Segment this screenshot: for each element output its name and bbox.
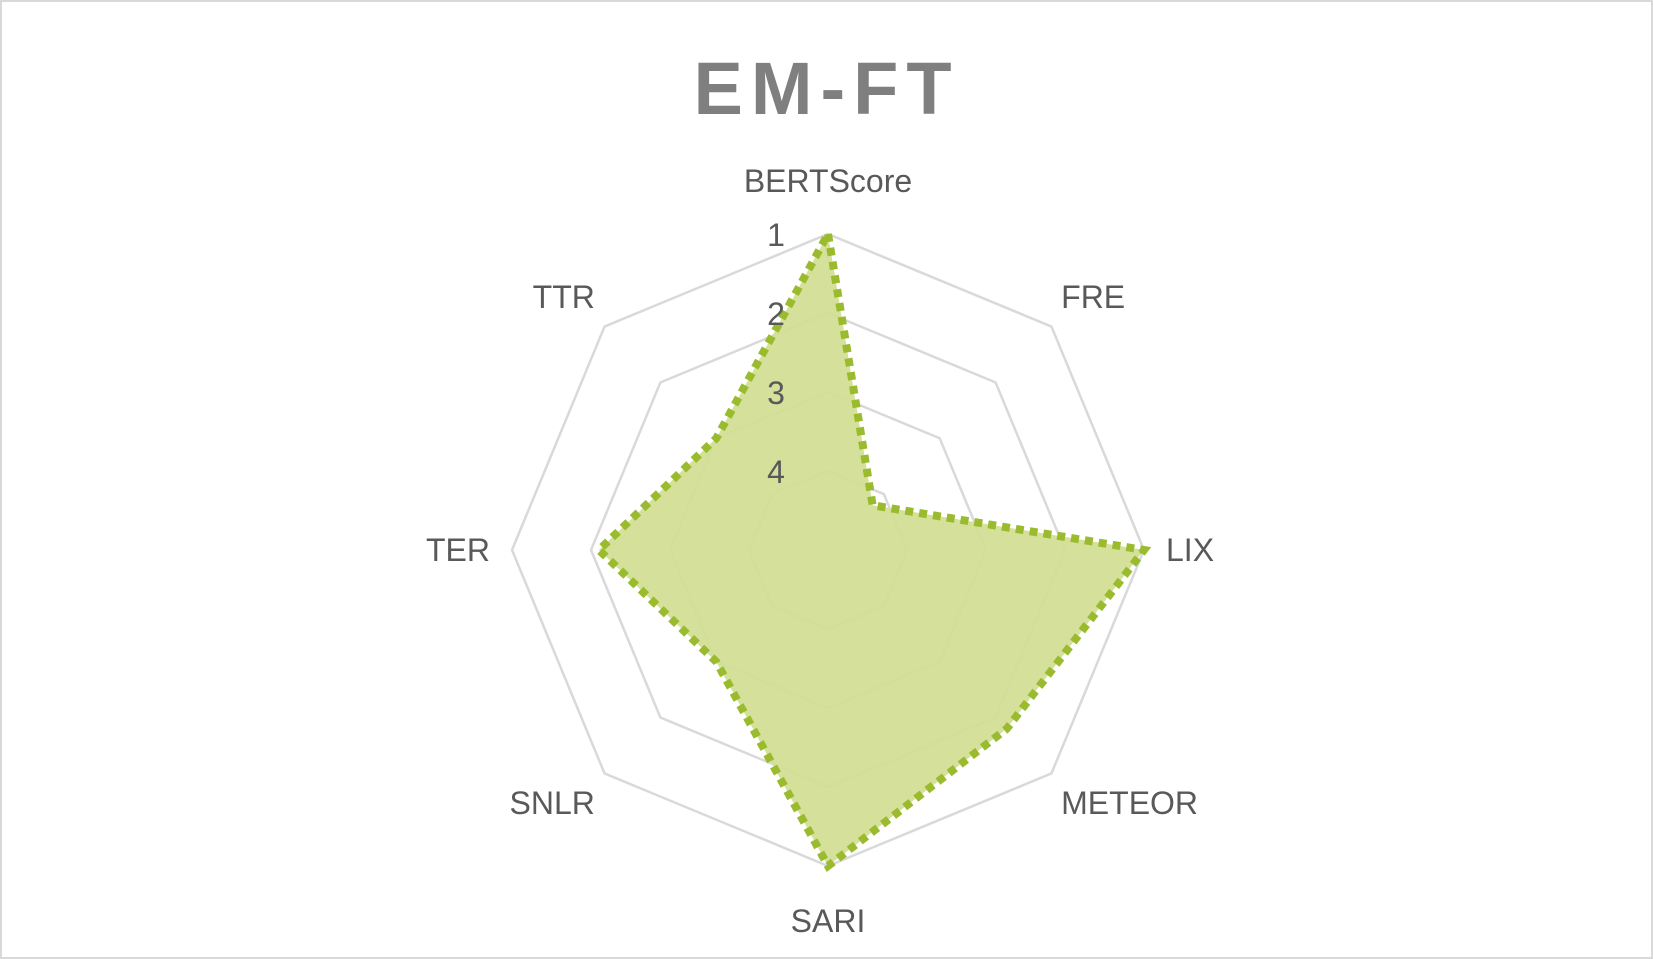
axis-label-fre: FRE bbox=[1061, 279, 1125, 315]
axis-label-sari: SARI bbox=[791, 903, 866, 939]
tick-label-3: 3 bbox=[767, 375, 785, 411]
axis-label-meteor: METEOR bbox=[1061, 785, 1198, 821]
axis-label-ttr: TTR bbox=[533, 279, 595, 315]
tick-label-4: 4 bbox=[767, 454, 785, 490]
axis-labels: BERTScore FRE LIX METEOR SARI SNLR TER TTR bbox=[426, 163, 1214, 939]
series-area bbox=[598, 234, 1144, 866]
tick-labels: 1 2 3 4 bbox=[767, 217, 785, 490]
axis-label-lix: LIX bbox=[1166, 532, 1214, 568]
axis-label-snlr: SNLR bbox=[509, 785, 594, 821]
tick-label-2: 2 bbox=[767, 296, 785, 332]
axis-label-bertscore: BERTScore bbox=[744, 163, 912, 199]
axis-label-ter: TER bbox=[426, 532, 490, 568]
tick-label-1: 1 bbox=[767, 217, 785, 253]
radar-series bbox=[593, 221, 1152, 873]
chart-title: EM-FT bbox=[693, 47, 960, 130]
